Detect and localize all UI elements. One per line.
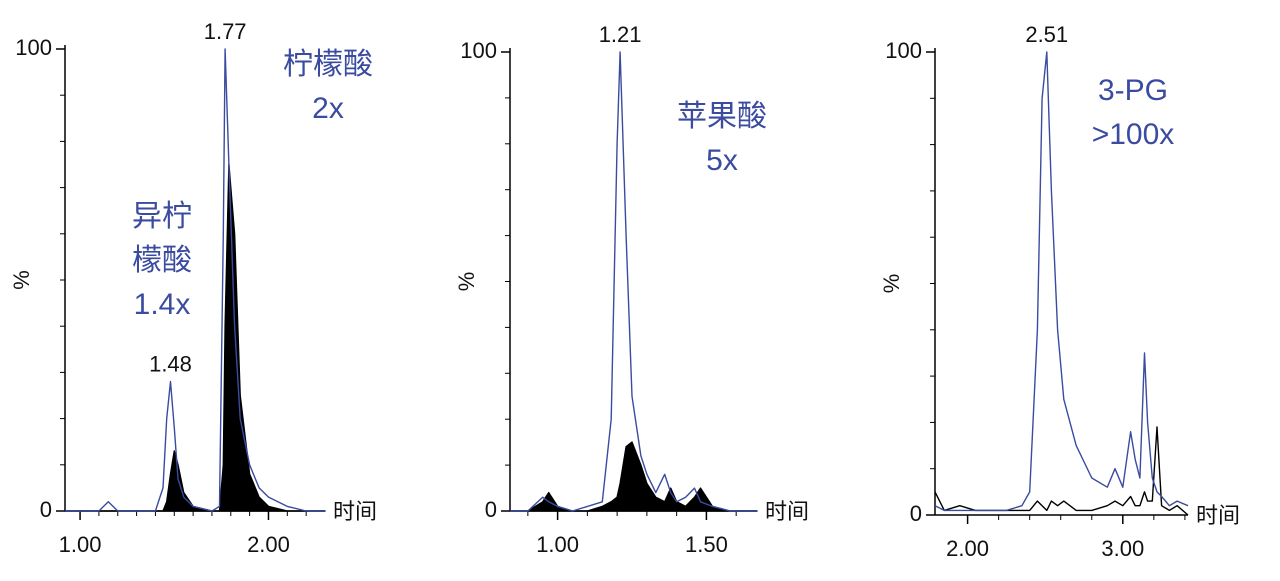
y-tick-label: 100 (885, 38, 922, 63)
filled-trace (64, 163, 326, 512)
compound-label: 2x (312, 92, 344, 125)
y-tick-label: 100 (460, 38, 497, 63)
y-tick-label: 100 (15, 35, 52, 60)
y-axis-label: % (454, 272, 479, 292)
compound-label: 苹果酸 (677, 100, 767, 133)
trace (934, 51, 1189, 512)
y-tick-label: 0 (910, 501, 922, 526)
y-tick-label: 0 (485, 497, 497, 522)
compound-label: 异柠 (132, 200, 192, 233)
x-tick-label: 2.00 (247, 532, 290, 557)
peak-label: 2.51 (1025, 22, 1068, 47)
compound-label: 3-PG (1098, 74, 1168, 107)
x-tick-label: 2.00 (946, 536, 989, 561)
y-tick-label: 0 (40, 497, 52, 522)
compound-label: 1.4x (134, 288, 191, 321)
y-axis-label: % (9, 270, 34, 290)
x-tick-label: 1.00 (536, 532, 579, 557)
x-tick-label: 3.00 (1101, 536, 1144, 561)
peak-label: 1.21 (599, 22, 642, 47)
x-axis-label: 时间 (1196, 503, 1240, 528)
y-axis-label: % (879, 274, 904, 294)
x-tick-label: 1.50 (685, 532, 728, 557)
x-axis-label: 时间 (765, 499, 809, 524)
peak-label: 1.77 (204, 19, 247, 44)
compound-label: 柠檬酸 (283, 48, 373, 81)
compound-label: 5x (706, 144, 738, 177)
trace (65, 48, 325, 512)
compound-label: 檬酸 (132, 244, 192, 277)
x-axis-label: 时间 (333, 499, 377, 524)
compound-label: >100x (1092, 118, 1175, 151)
trace (934, 426, 1189, 516)
trace (510, 51, 757, 512)
x-tick-label: 1.00 (59, 532, 102, 557)
peak-label: 1.48 (149, 351, 192, 376)
